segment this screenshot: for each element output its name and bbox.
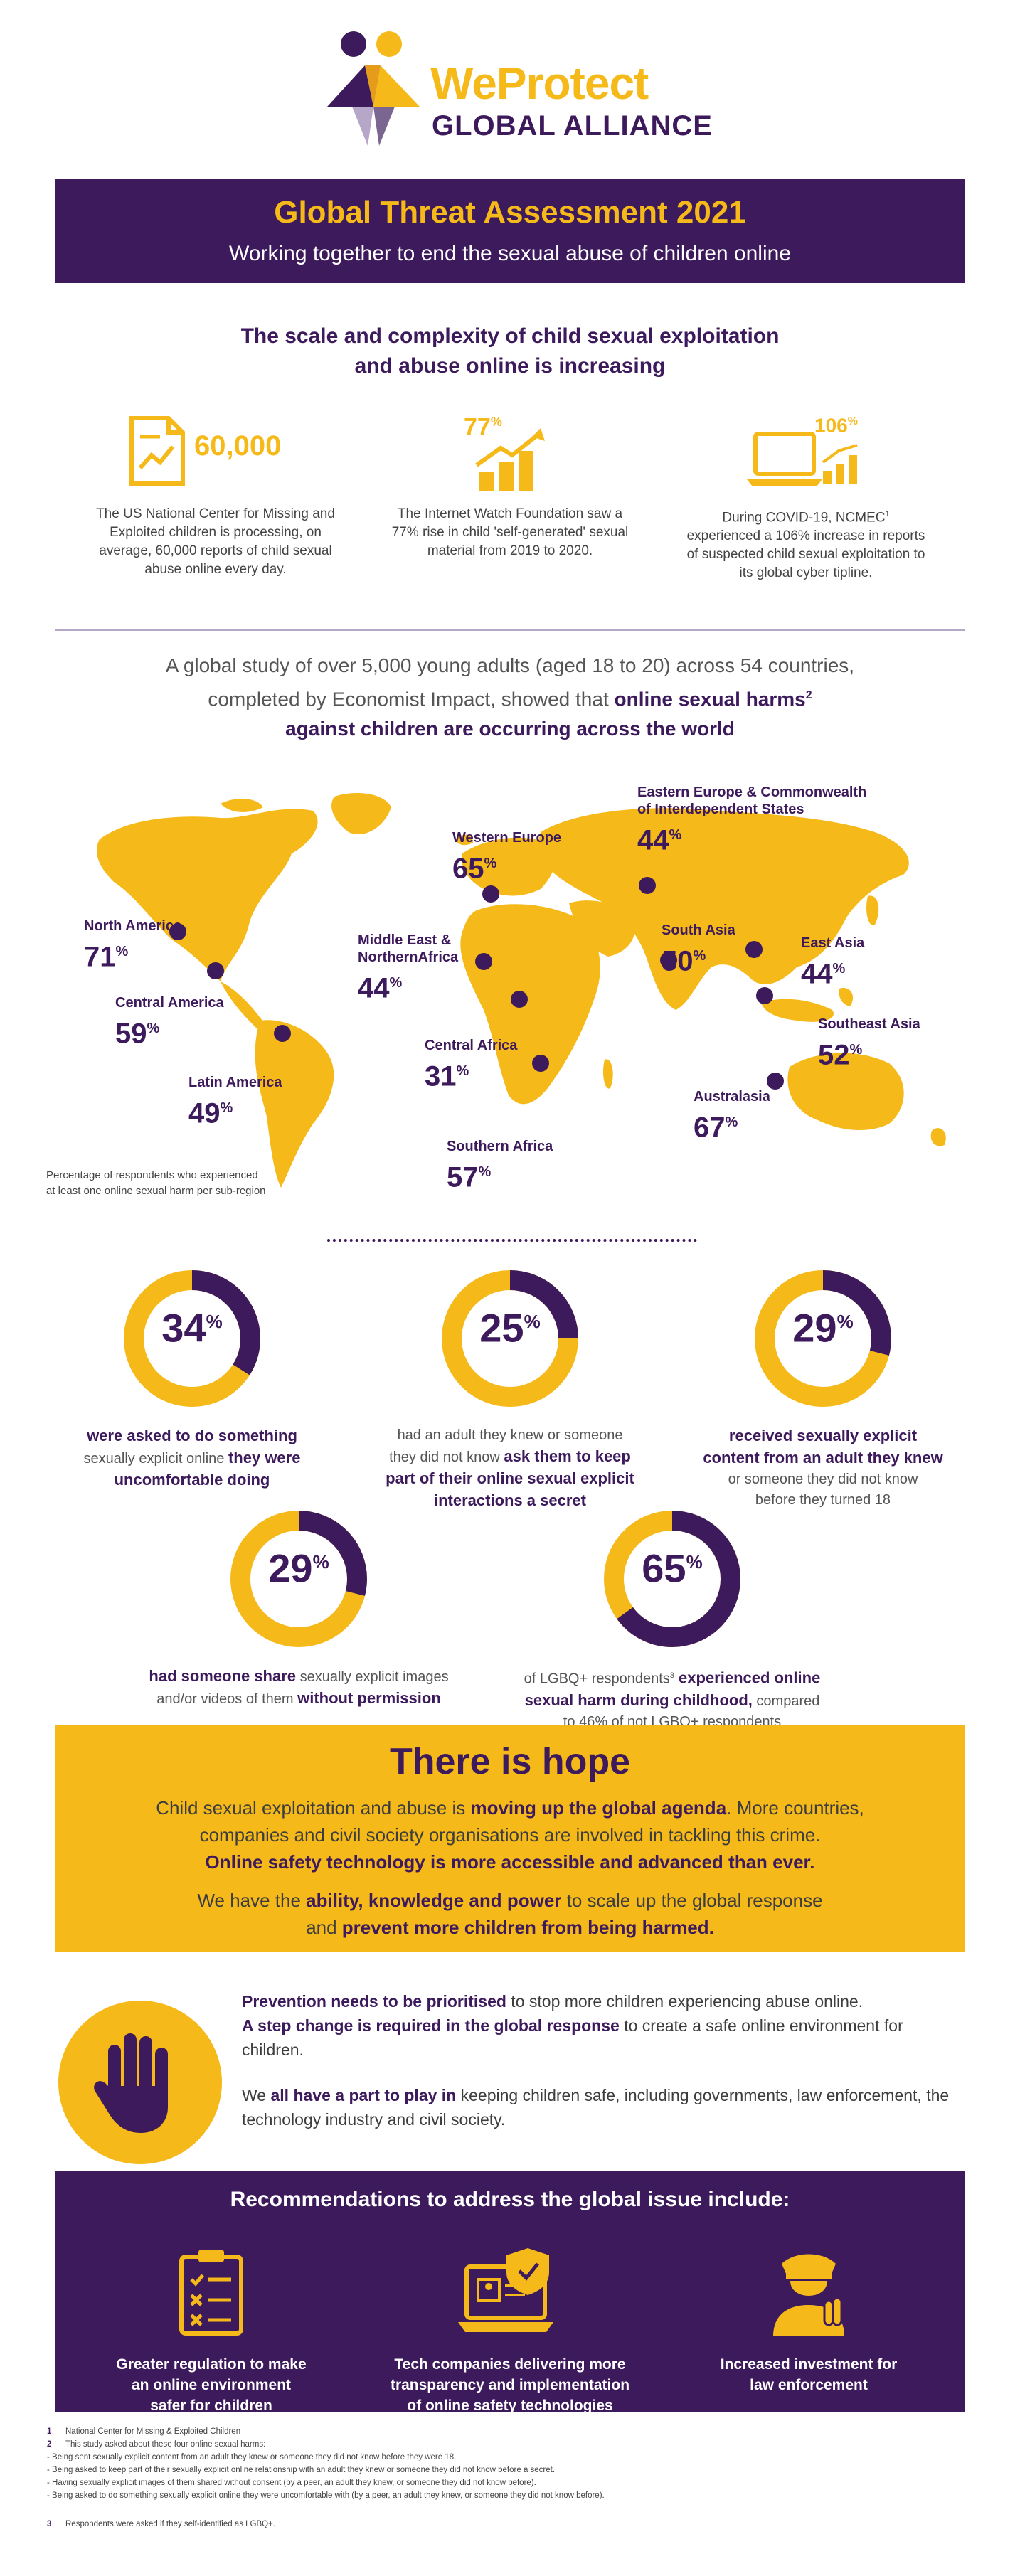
stat-iwf-rise: 77% The Internet Watch Foundation saw a … [389, 413, 631, 560]
donut-value-arc [124, 1270, 260, 1407]
page-title: Global Threat Assessment 2021 [274, 195, 746, 230]
stop-hand-icon [94, 2033, 168, 2133]
laptop-shield-icon [458, 2248, 553, 2332]
donut-chart: 29% [228, 1508, 370, 1650]
footnotes: 1 National Center for Missing & Exploited… [47, 2425, 972, 2530]
stop-hand-badge [58, 2001, 222, 2164]
document-chart-icon [129, 416, 185, 486]
stat-value: 77% [464, 413, 502, 441]
harm-stat-lgbq: 65% of LGBQ+ respondents3 experienced on… [501, 1508, 843, 1733]
clipboard-checklist-icon [179, 2250, 243, 2336]
laptop-chart-icon [747, 432, 822, 486]
region-southern-africa: Southern Africa 57% [447, 1139, 553, 1193]
donut-chart: 65% [601, 1508, 743, 1650]
stat-ncmec-reports: 60,000 The US National Center for Missin… [95, 413, 336, 579]
donut-value-arc [442, 1270, 578, 1407]
stat-text: During COVID-19, NCMEC1 experienced a 10… [686, 510, 925, 581]
scale-heading-line1: The scale and complexity of child sexual… [240, 324, 780, 348]
recommendation-tech-companies: Tech companies delivering more transpare… [382, 2242, 638, 2416]
donut-value-arc [604, 1511, 740, 1647]
footnote-2-item: - Having sexually explicit images of the… [47, 2479, 536, 2487]
footnote-2-item: - Being asked to do something sexually e… [47, 2491, 605, 2500]
harm-stat-explicit-content: 29% received sexually explicit content f… [681, 1267, 965, 1511]
harm-stat-shared-images: 29% had someone share sexually explicit … [135, 1508, 462, 1710]
weprotect-logo: WeProtect GLOBAL ALLIANCE [324, 28, 722, 149]
footnote-3: 3 Respondents were asked if they self-ide… [47, 2520, 276, 2528]
police-officer-icon [773, 2254, 844, 2336]
logo-figures-icon [327, 31, 420, 146]
logo-subtitle: GLOBAL ALLIANCE [432, 110, 713, 142]
harm-stat-secret: 25% had an adult they knew or someone th… [375, 1267, 645, 1512]
hope-section: There is hope Child sexual exploitation … [55, 1725, 965, 1952]
recommendation-regulation: Greater regulation to make an online env… [83, 2242, 339, 2416]
scale-heading-line2: and abuse online is increasing [354, 354, 666, 378]
donut-chart: 34% [121, 1267, 263, 1410]
hope-paragraph-2: We have the ability, knowledge and power… [197, 1890, 823, 1938]
recommendations-section: Recommendations to address the global is… [55, 2171, 965, 2414]
region-eastern-europe-cis: Eastern Europe & Commonwealth of Interde… [637, 784, 867, 856]
region-australasia: Australasia 67% [694, 1089, 770, 1144]
donut-chart: 25% [439, 1267, 581, 1410]
scale-heading: The scale and complexity of child sexual… [142, 321, 878, 381]
stat-text: The Internet Watch Foundation saw a 77% … [391, 506, 629, 558]
donut-value-arc [230, 1511, 367, 1647]
stat-text: The US National Center for Missing and E… [96, 506, 335, 577]
recommendations-title: Recommendations to address the global is… [230, 2188, 790, 2211]
harm-stat-uncomfortable: 34% were asked to do something sexually … [57, 1267, 327, 1491]
region-central-america: Central America 59% [115, 995, 224, 1050]
map-note: Percentage of respondents who experience… [46, 1169, 266, 1197]
stat-ncmec-covid: 106% During COVID-19, NCMEC1 experienced… [685, 413, 927, 582]
footnote-2-item: - Being sent sexually explicit content f… [47, 2453, 457, 2461]
study-intro: A global study of over 5,000 young adult… [100, 651, 920, 744]
title-banner: Global Threat Assessment 2021 Working to… [55, 179, 965, 283]
logo-wordmark: WeProtect [430, 58, 649, 109]
region-east-asia: East Asia 44% [801, 935, 865, 990]
region-south-asia: South Asia 50% [662, 922, 735, 977]
section-divider [55, 629, 965, 631]
hope-title: There is hope [389, 1741, 631, 1782]
donut-chart: 29% [752, 1267, 894, 1410]
footnote-2-item: - Being asked to keep part of their sexu… [47, 2466, 556, 2474]
study-line1: A global study of over 5,000 young adult… [165, 654, 855, 676]
footnote-2: 2 This study asked about these four onlin… [47, 2440, 266, 2449]
region-latin-america: Latin America 49% [188, 1075, 282, 1129]
stat-value: 106% [814, 414, 858, 437]
recommendation-law-enforcement: Increased investment for law enforcement [681, 2242, 937, 2395]
region-southeast-asia: Southeast Asia 52% [818, 1016, 920, 1071]
prevention-text: Prevention needs to be prioritised to st… [242, 1992, 950, 2129]
region-north-america: North America 71% [84, 918, 182, 973]
world-map [97, 793, 946, 1188]
footnote-1: 1 National Center for Missing & Exploited… [47, 2427, 241, 2436]
study-line3: against children are occurring across th… [285, 718, 735, 740]
study-line2: completed by Economist Impact, showed th… [208, 688, 812, 710]
bar-chart-rising-icon [475, 428, 545, 491]
hope-paragraph-1: Child sexual exploitation and abuse is m… [156, 1797, 864, 1873]
bar-chart-small-icon [822, 444, 858, 484]
donut-value-arc [755, 1270, 891, 1407]
region-western-europe: Western Europe 65% [452, 830, 561, 885]
page-subtitle: Working together to end the sexual abuse… [229, 242, 791, 265]
dotted-divider [327, 1239, 697, 1242]
region-middle-east-north-africa: Middle East & NorthernAfrica 44% [358, 932, 459, 1004]
region-central-africa: Central Africa 31% [425, 1038, 518, 1092]
stat-value: 60,000 [194, 430, 282, 462]
